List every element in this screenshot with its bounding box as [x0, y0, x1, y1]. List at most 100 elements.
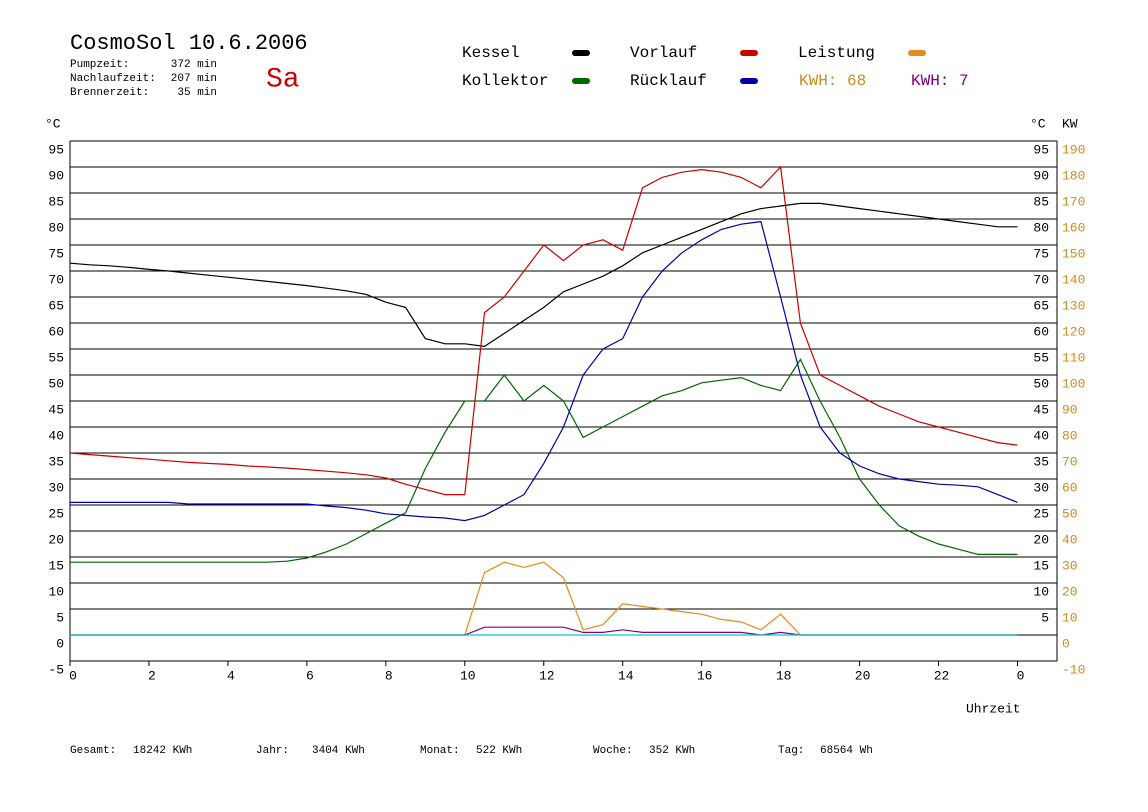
x-tick-label: 22 [934, 668, 950, 683]
y-tick-label: 95 [48, 142, 64, 157]
total-value: 68564 Wh [820, 745, 873, 757]
y-right-tick-label: 35 [1033, 454, 1049, 469]
y-tick-label: 5 [56, 610, 64, 625]
x-tick-label: 18 [776, 668, 792, 683]
series-line [70, 561, 1018, 636]
series-line [69, 202, 1018, 348]
y-right-tick-label: 50 [1033, 376, 1049, 391]
y2-tick-label: 150 [1062, 246, 1085, 261]
legend-label: Leistung [798, 44, 875, 62]
y-tick-label: 80 [48, 220, 64, 235]
y-tick-label: 0 [56, 636, 64, 651]
x-tick-label: 8 [385, 668, 393, 683]
legend-label: Rücklauf [630, 72, 707, 90]
y-tick-label: 70 [48, 272, 64, 287]
y-tick-label: 65 [48, 298, 64, 313]
y-right-tick-label: 70 [1033, 272, 1049, 287]
legend-label: Kollektor [462, 72, 548, 90]
y-right-tick-label: 40 [1033, 428, 1049, 443]
x-tick-label: 14 [618, 668, 634, 683]
y-right-tick-label: 80 [1033, 220, 1049, 235]
stat-label: Brennerzeit: [70, 87, 149, 99]
y-tick-label: 40 [48, 428, 64, 443]
stat-value: 35 min [177, 87, 217, 99]
y2-tick-label: 100 [1062, 376, 1085, 391]
y-tick-label: 15 [48, 558, 64, 573]
y-right-tick-label: 60 [1033, 324, 1049, 339]
y-right-tick-label: 20 [1033, 532, 1049, 547]
y2-tick-label: 140 [1062, 272, 1085, 287]
y-tick-label: 55 [48, 350, 64, 365]
x-tick-label: 12 [539, 668, 555, 683]
total-value: 352 KWh [649, 745, 695, 757]
y-right-tick-label: 30 [1033, 480, 1049, 495]
y-tick-label: 50 [48, 376, 64, 391]
y-tick-label: 90 [48, 168, 64, 183]
y2-tick-label: 20 [1062, 584, 1078, 599]
legend-label: Vorlauf [630, 44, 697, 62]
day-label: Sa [266, 64, 300, 95]
x-tick-label: 0 [1017, 668, 1025, 683]
kwh-label: KWH: 68 [799, 72, 866, 90]
series-line [69, 165, 1018, 496]
total-value: 18242 KWh [133, 745, 192, 757]
x-tick-label: 4 [227, 668, 235, 683]
y-tick-label: 20 [48, 532, 64, 547]
y-right-tick-label: 5 [1041, 610, 1049, 625]
y2-tick-label: 120 [1062, 324, 1085, 339]
total-label: Gesamt: [70, 745, 116, 757]
y2-tick-label: -10 [1062, 662, 1085, 677]
x-tick-label: 6 [306, 668, 314, 683]
x-tick-label: 16 [697, 668, 713, 683]
legend-label: Kessel [462, 44, 520, 62]
y2-tick-label: 110 [1062, 350, 1085, 365]
y-tick-label: 25 [48, 506, 64, 521]
y-tick-label: 30 [48, 480, 64, 495]
series-line [70, 220, 1018, 522]
x-tick-label: 2 [148, 668, 156, 683]
y-axis-label-right: °C [1030, 116, 1046, 131]
y2-axis-label: KW [1062, 116, 1078, 131]
y-right-tick-label: 75 [1033, 246, 1049, 261]
y2-tick-label: 60 [1062, 480, 1078, 495]
total-label: Woche: [593, 745, 633, 757]
stat-label: Pumpzeit: [70, 59, 129, 71]
y-right-tick-label: 85 [1033, 194, 1049, 209]
y2-tick-label: 10 [1062, 610, 1078, 625]
y-tick-label: 85 [48, 194, 64, 209]
y-tick-label: 10 [48, 584, 64, 599]
series-line [70, 626, 1018, 636]
y2-tick-label: 180 [1062, 168, 1085, 183]
total-value: 522 KWh [476, 745, 522, 757]
series-line [70, 358, 1018, 563]
y2-tick-label: 70 [1062, 454, 1078, 469]
y2-tick-label: 90 [1062, 402, 1078, 417]
y-right-tick-label: 10 [1033, 584, 1049, 599]
y-tick-label: 35 [48, 454, 64, 469]
stat-value: 207 min [171, 73, 217, 85]
x-tick-label: 0 [69, 668, 77, 683]
y2-tick-label: 190 [1062, 142, 1085, 157]
y2-tick-label: 40 [1062, 532, 1078, 547]
kwh-label: KWH: 7 [911, 72, 969, 90]
y2-tick-label: 50 [1062, 506, 1078, 521]
y-right-tick-label: 15 [1033, 558, 1049, 573]
y-tick-label: 45 [48, 402, 64, 417]
y2-tick-label: 80 [1062, 428, 1078, 443]
y-tick-label: 75 [48, 246, 64, 261]
total-label: Monat: [420, 745, 460, 757]
y2-tick-label: 0 [1062, 636, 1070, 651]
stat-value: 372 min [171, 59, 217, 71]
stat-label: Nachlaufzeit: [70, 73, 156, 85]
y2-tick-label: 30 [1062, 558, 1078, 573]
y2-tick-label: 130 [1062, 298, 1085, 313]
y-tick-label: 60 [48, 324, 64, 339]
y-right-tick-label: 65 [1033, 298, 1049, 313]
x-tick-label: 20 [855, 668, 871, 683]
y-right-tick-label: 90 [1033, 168, 1049, 183]
y-tick-label: -5 [48, 662, 64, 677]
x-tick-label: 10 [460, 668, 476, 683]
total-label: Jahr: [256, 745, 289, 757]
y-right-tick-label: 45 [1033, 402, 1049, 417]
